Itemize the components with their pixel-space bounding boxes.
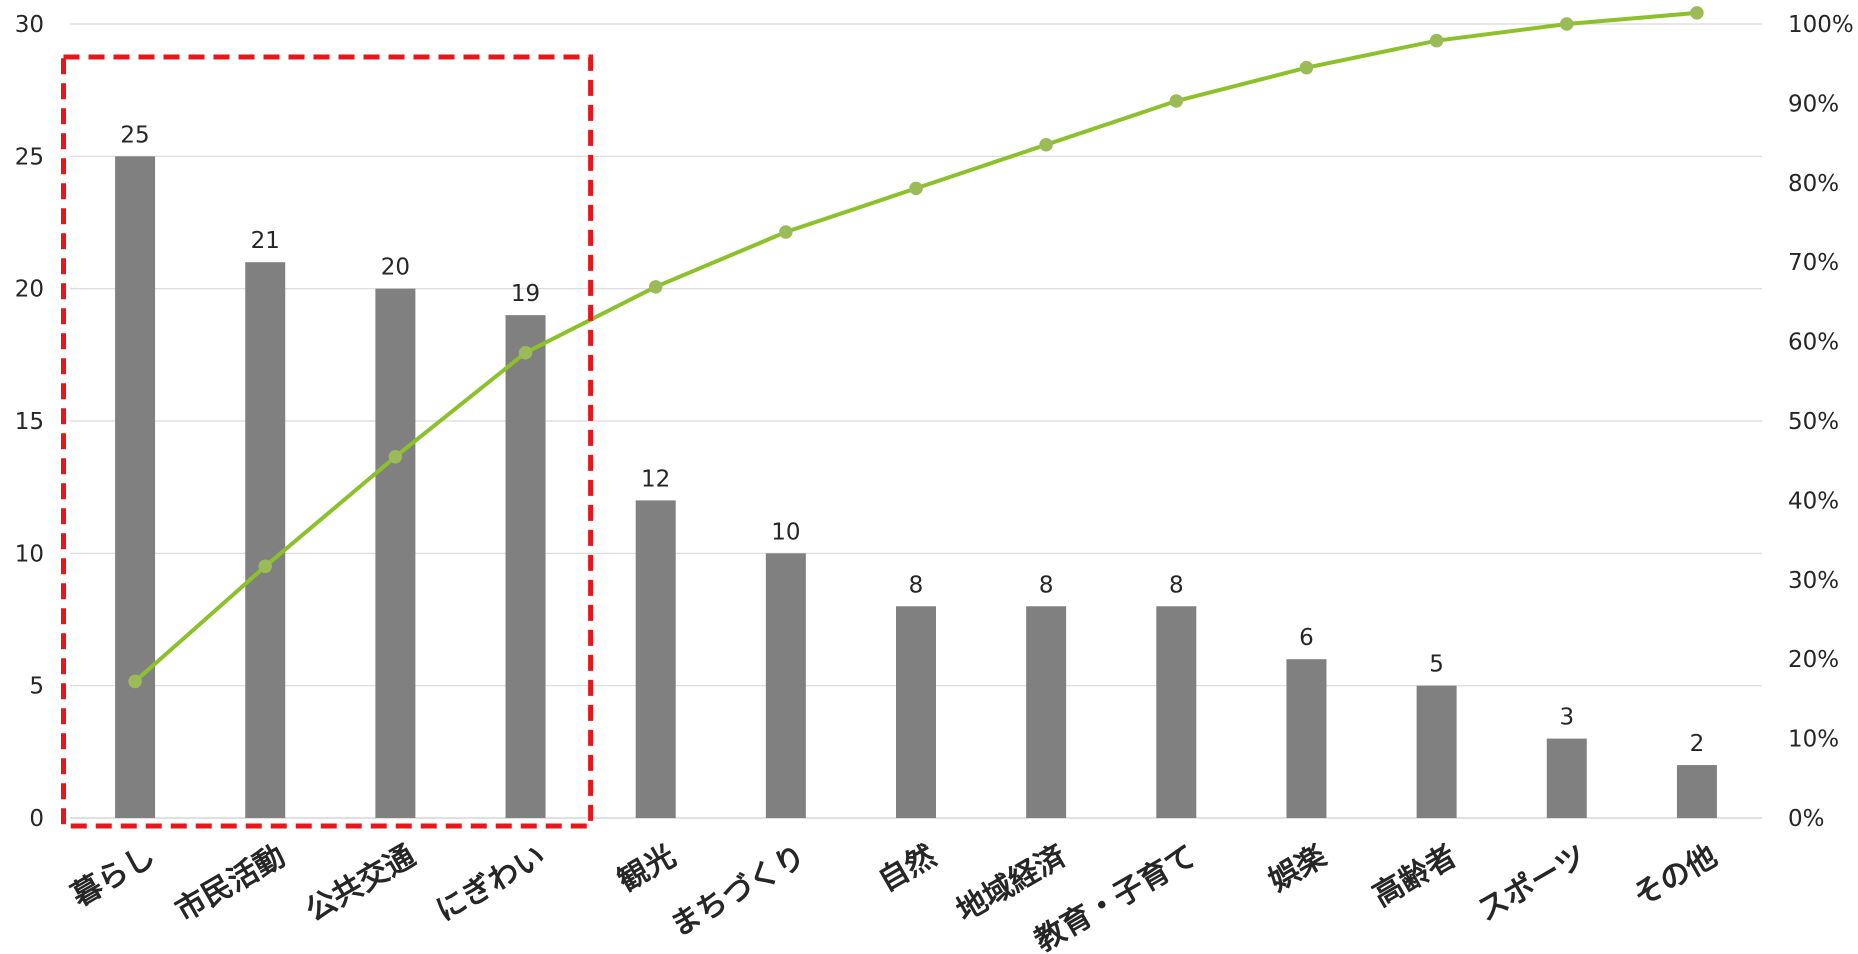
right-tick-label: 50% (1788, 409, 1839, 435)
bar (1286, 659, 1327, 818)
right-tick-label: 60% (1788, 330, 1839, 356)
bar (505, 315, 546, 818)
right-tick-label: 30% (1788, 568, 1839, 594)
line-point (909, 181, 923, 196)
left-tick-label: 25 (15, 144, 44, 170)
bar (1026, 606, 1067, 818)
bar (115, 156, 156, 819)
right-axis: 0% 10% 20% 30% 40% 50% 60% 70% 80% 90% 100% (1788, 12, 1854, 832)
line-point (258, 559, 272, 574)
category-label: 高齢者 (1367, 839, 1462, 914)
bars (115, 156, 1717, 819)
bar-value-label: 8 (1169, 572, 1184, 598)
line-point (1690, 6, 1704, 20)
right-tick-label: 80% (1788, 171, 1839, 197)
category-label: 自然 (873, 839, 942, 899)
right-tick-label: 10% (1788, 727, 1839, 753)
right-tick-label: 70% (1788, 250, 1839, 276)
category-label: 市民活動 (170, 839, 291, 929)
bar-value-label: 8 (1039, 572, 1054, 598)
bar (896, 606, 936, 818)
right-tick-label: 40% (1788, 488, 1839, 514)
highlight-box (60, 54, 594, 829)
left-tick-label: 30 (15, 12, 44, 38)
bar (1156, 606, 1197, 818)
bar (375, 288, 416, 819)
left-tick-label: 15 (15, 409, 44, 435)
line-point (1039, 137, 1053, 152)
data-labels: 25 21 20 19 12 10 8 8 8 6 5 3 2 (120, 122, 1704, 757)
category-label: 公共交通 (300, 839, 421, 929)
left-tick-label: 20 (15, 277, 44, 303)
category-label: 観光 (612, 839, 681, 899)
bar (1546, 738, 1587, 818)
bar-value-label: 2 (1690, 731, 1705, 757)
category-label: その他 (1627, 839, 1722, 914)
bar (635, 500, 676, 818)
highlight-dashed-box (60, 54, 594, 829)
cumulative-line (128, 6, 1704, 689)
line-point (518, 345, 533, 360)
bar-value-label: 8 (909, 572, 924, 598)
gridlines (70, 23, 1762, 819)
bar-value-label: 19 (511, 281, 540, 307)
category-label: まちづくり (664, 839, 811, 944)
line-point (128, 674, 142, 689)
category-label: スポーツ (1472, 839, 1593, 929)
line-point (1299, 60, 1314, 75)
bar (765, 553, 806, 818)
bar-value-label: 10 (771, 519, 800, 545)
category-label: にぎわい (430, 839, 551, 929)
bar (1416, 685, 1457, 818)
line-point (779, 225, 793, 239)
right-tick-label: 100% (1788, 12, 1854, 38)
left-tick-label: 10 (15, 541, 44, 567)
bar-value-label: 3 (1559, 705, 1574, 731)
category-label: 暮らし (66, 839, 161, 914)
bar-value-label: 25 (120, 122, 149, 148)
line-point (1169, 94, 1184, 108)
category-axis: 暮らし 市民活動 公共交通 にぎわい 観光まちづくり 自然 地域経済教育・子育て 娯楽 高齢者ス… (66, 838, 1723, 954)
bar-value-label: 12 (641, 466, 670, 492)
bar-value-label: 21 (251, 228, 280, 254)
left-tick-label: 5 (29, 674, 44, 700)
bar-value-label: 5 (1429, 652, 1444, 678)
line-point (648, 280, 663, 294)
bar (245, 262, 286, 818)
left-tick-label: 0 (29, 806, 44, 832)
category-label: 娯楽 (1263, 839, 1332, 899)
line-point (1429, 33, 1444, 48)
bar-value-label: 20 (381, 255, 410, 281)
left-axis: 0 5 10 15 20 25 30 (15, 12, 44, 832)
bar (1676, 765, 1717, 818)
bar-value-label: 6 (1299, 625, 1314, 651)
line-point (388, 449, 403, 464)
right-tick-label: 0% (1788, 806, 1825, 832)
right-tick-label: 20% (1788, 647, 1839, 673)
line-point (1560, 17, 1574, 31)
right-tick-label: 90% (1788, 91, 1839, 117)
